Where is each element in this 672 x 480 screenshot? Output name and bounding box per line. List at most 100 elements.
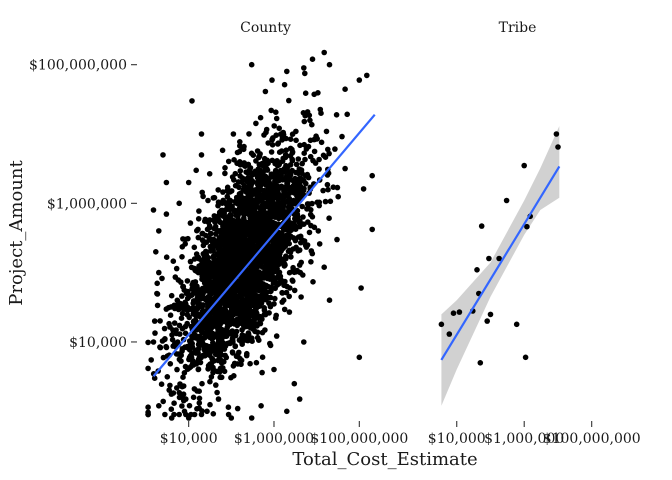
data-point xyxy=(272,160,279,167)
data-point xyxy=(279,289,285,296)
data-point xyxy=(262,327,268,333)
data-point xyxy=(220,283,226,290)
data-point xyxy=(311,148,318,155)
data-point xyxy=(212,295,218,301)
data-point xyxy=(151,375,158,382)
data-point xyxy=(237,168,244,174)
data-point xyxy=(259,316,265,322)
data-point xyxy=(225,227,231,233)
data-point xyxy=(169,336,176,343)
data-point xyxy=(223,328,229,334)
data-point xyxy=(265,160,271,167)
data-point xyxy=(298,259,305,266)
data-point xyxy=(241,162,248,169)
data-point xyxy=(334,184,341,191)
data-point xyxy=(263,266,270,273)
data-point xyxy=(262,284,269,291)
data-point xyxy=(219,147,226,154)
data-point xyxy=(292,237,299,244)
data-point xyxy=(268,107,275,114)
data-point xyxy=(327,198,334,205)
data-point xyxy=(267,288,274,295)
data-point xyxy=(145,409,151,416)
data-point xyxy=(207,401,213,408)
data-point xyxy=(211,285,217,291)
data-point xyxy=(218,327,225,334)
data-point xyxy=(308,248,315,254)
data-point xyxy=(284,408,290,415)
data-point xyxy=(251,201,257,207)
data-point xyxy=(209,310,215,316)
data-point xyxy=(230,131,237,137)
data-point xyxy=(222,165,228,171)
data-point xyxy=(196,400,203,406)
data-point xyxy=(162,411,168,418)
data-point xyxy=(315,90,321,96)
data-point xyxy=(192,317,199,324)
data-point xyxy=(234,263,241,270)
data-point xyxy=(195,234,202,241)
data-point xyxy=(263,216,269,222)
data-point xyxy=(199,380,205,387)
data-point xyxy=(167,382,173,389)
data-point xyxy=(496,255,502,262)
data-point xyxy=(280,238,287,245)
data-point xyxy=(286,207,292,213)
data-point xyxy=(184,344,190,351)
data-point xyxy=(276,160,283,166)
data-point xyxy=(257,114,264,121)
data-point xyxy=(185,415,192,421)
data-point xyxy=(230,255,237,261)
data-point xyxy=(303,244,310,250)
data-point xyxy=(344,111,351,118)
data-point xyxy=(255,337,262,344)
data-point xyxy=(210,411,217,417)
data-point xyxy=(173,330,180,337)
data-point xyxy=(181,408,188,415)
data-point xyxy=(230,286,236,293)
data-point xyxy=(193,290,199,297)
data-point xyxy=(156,403,162,409)
x-tick-label: $1,000,000 xyxy=(484,431,564,447)
data-point xyxy=(187,220,194,226)
data-point xyxy=(286,97,292,104)
data-point xyxy=(293,137,299,144)
data-point xyxy=(233,328,240,335)
data-point xyxy=(296,166,303,172)
data-point xyxy=(320,152,327,159)
data-point xyxy=(315,228,322,234)
data-point xyxy=(270,257,277,263)
data-point xyxy=(243,333,249,340)
data-point xyxy=(262,225,269,231)
data-point xyxy=(284,180,290,186)
data-point xyxy=(154,280,160,287)
data-point xyxy=(189,306,196,313)
data-point xyxy=(253,231,259,238)
data-point xyxy=(228,415,235,421)
data-point xyxy=(159,338,166,344)
data-point xyxy=(276,149,283,155)
data-point xyxy=(231,157,237,163)
data-point xyxy=(272,167,279,174)
y-tick-label: $10,000 xyxy=(69,335,127,351)
data-point xyxy=(259,198,266,205)
data-point xyxy=(229,350,236,356)
data-point xyxy=(176,200,182,207)
data-point xyxy=(241,182,247,189)
data-point xyxy=(215,271,222,277)
data-point xyxy=(280,297,287,304)
data-point xyxy=(228,315,235,322)
data-point xyxy=(186,293,193,300)
data-point xyxy=(256,215,263,221)
data-point xyxy=(287,145,294,152)
data-point xyxy=(211,368,218,374)
data-point xyxy=(291,187,297,193)
data-point xyxy=(282,152,289,158)
data-point xyxy=(174,339,181,345)
data-point xyxy=(215,202,221,209)
data-point xyxy=(275,141,281,147)
data-point xyxy=(280,203,287,209)
data-point xyxy=(326,215,332,221)
data-point xyxy=(247,360,253,367)
data-point xyxy=(248,415,255,421)
